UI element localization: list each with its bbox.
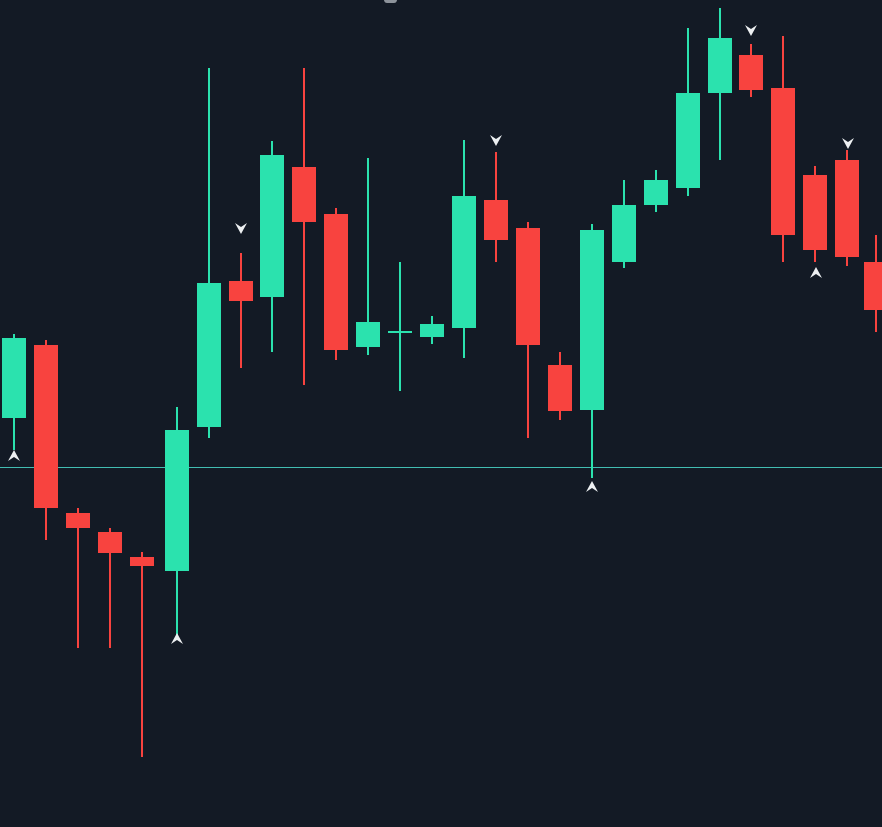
sell-arrow-down-icon <box>842 138 854 149</box>
candle-body-down <box>516 228 540 345</box>
candle-wick-up <box>687 28 689 196</box>
buy-arrow-up-icon <box>171 633 183 644</box>
candle-body-up <box>260 155 284 297</box>
candle-wick-down <box>77 508 79 648</box>
candle-wick-up <box>271 141 273 352</box>
candle-wick-down <box>527 222 529 438</box>
candle-body-down <box>484 200 508 240</box>
candle-body-up <box>420 324 444 337</box>
candle-body-down <box>548 365 572 411</box>
candle-body-down <box>98 532 122 553</box>
candle-wick-down <box>335 208 337 360</box>
candle-body-up <box>356 322 380 347</box>
candle-body-up <box>644 180 668 205</box>
candle-wick-up <box>208 68 210 438</box>
candle-body-down <box>324 214 348 350</box>
price-level-line[interactable] <box>0 467 882 468</box>
candle-body-down <box>292 167 316 222</box>
candle-wick-down <box>846 150 848 266</box>
candle-wick-up <box>13 334 15 450</box>
candle-wick-up <box>399 262 401 391</box>
candle-wick-up <box>655 170 657 212</box>
sell-arrow-down-icon <box>235 223 247 234</box>
candle-body-down <box>34 345 58 508</box>
buy-arrow-up-icon <box>586 481 598 492</box>
candle-wick-down <box>782 36 784 262</box>
candle-wick-down <box>495 152 497 262</box>
candle-wick-down <box>814 166 816 262</box>
candle-body-up <box>452 196 476 328</box>
candle-body-down <box>771 88 795 235</box>
buy-arrow-up-icon <box>810 267 822 278</box>
candle-body-up <box>388 331 412 333</box>
candle-wick-down <box>45 340 47 540</box>
candle-body-up <box>2 338 26 418</box>
candle-body-down <box>835 160 859 257</box>
sell-arrow-down-icon <box>745 25 757 36</box>
candle-body-up <box>580 230 604 410</box>
candle-body-up <box>165 430 189 571</box>
candle-wick-up <box>719 8 721 160</box>
candle-wick-down <box>109 528 111 648</box>
candle-body-down <box>130 557 154 566</box>
clipped-ui-fragment <box>384 0 397 3</box>
buy-arrow-up-icon <box>8 450 20 461</box>
candle-wick-down <box>875 235 877 332</box>
candle-wick-down <box>141 552 143 757</box>
candle-wick-up <box>431 316 433 344</box>
candle-wick-up <box>367 158 369 355</box>
candle-wick-down <box>240 253 242 368</box>
candle-body-down <box>803 175 827 250</box>
candle-wick-down <box>559 352 561 420</box>
candle-body-up <box>197 283 221 427</box>
candle-wick-up <box>463 140 465 358</box>
candle-body-down <box>739 55 763 90</box>
candle-body-up <box>676 93 700 188</box>
candle-wick-up <box>623 180 625 268</box>
candle-wick-up <box>176 407 178 638</box>
candle-body-up <box>612 205 636 262</box>
candle-body-down <box>66 513 90 528</box>
candle-wick-down <box>750 44 752 97</box>
candle-body-down <box>864 262 882 310</box>
sell-arrow-down-icon <box>490 135 502 146</box>
candle-wick-down <box>303 68 305 385</box>
candle-body-down <box>229 281 253 301</box>
candle-body-up <box>708 38 732 93</box>
candle-wick-up <box>591 224 593 478</box>
